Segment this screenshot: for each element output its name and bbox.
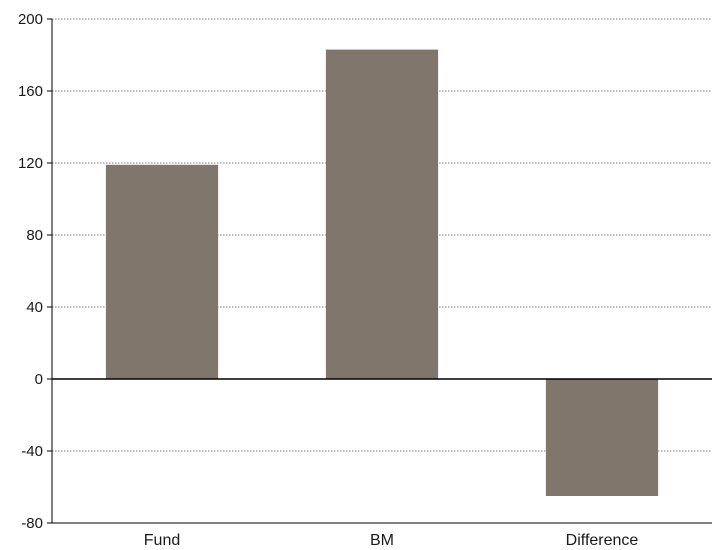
axes: [51, 19, 712, 524]
x-category-label: Difference: [566, 532, 639, 549]
bars: [105, 49, 659, 496]
y-tick-labels: 200 160 120 80 40 0 -40 -80: [18, 11, 52, 532]
y-tick-label: 200: [18, 11, 43, 28]
x-category-label: BM: [370, 532, 394, 549]
x-tick-labels: Fund BM Difference: [144, 532, 639, 549]
y-tick-label: -80: [21, 515, 43, 532]
bar-fund: [105, 164, 219, 379]
y-tick-label: 120: [18, 155, 43, 172]
x-category-label: Fund: [144, 532, 180, 549]
bar-bm: [325, 49, 439, 379]
y-tick-label: 80: [26, 227, 43, 244]
y-tick-label: 160: [18, 83, 43, 100]
y-tick-label: 40: [26, 299, 43, 316]
bar-difference: [545, 379, 659, 496]
y-tick-label: 0: [35, 371, 43, 388]
y-tick-label: -40: [21, 443, 43, 460]
